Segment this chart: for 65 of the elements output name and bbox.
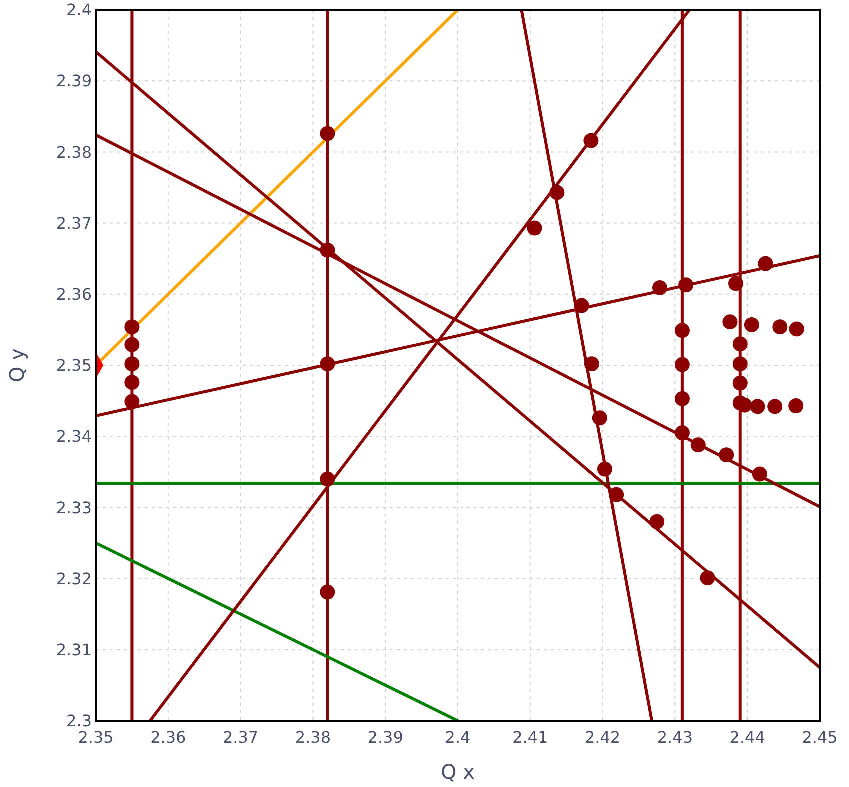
x-tick-label: 2.37 xyxy=(222,728,259,747)
point xyxy=(320,584,336,600)
point xyxy=(584,356,600,372)
y-tick-label: 2.37 xyxy=(56,214,92,233)
point xyxy=(752,466,768,482)
point xyxy=(674,426,690,441)
point xyxy=(320,242,336,258)
y-axis-title: Q y xyxy=(5,348,29,382)
point xyxy=(732,376,748,391)
point xyxy=(788,398,804,414)
point xyxy=(728,276,744,292)
point xyxy=(772,320,788,335)
point xyxy=(652,280,668,296)
y-tick-label: 2.36 xyxy=(56,285,92,304)
point xyxy=(789,322,804,337)
point xyxy=(768,399,783,414)
y-tick-label: 2.39 xyxy=(56,72,92,91)
point xyxy=(719,448,734,463)
x-tick-label: 2.43 xyxy=(657,728,694,747)
y-tick-label: 2.35 xyxy=(56,356,92,376)
point xyxy=(700,570,716,586)
point xyxy=(124,375,140,390)
x-tick-label: 2.39 xyxy=(368,728,404,747)
point xyxy=(650,514,665,530)
point xyxy=(674,391,690,406)
point xyxy=(744,317,760,332)
point xyxy=(674,323,690,338)
point xyxy=(609,487,624,502)
point xyxy=(320,356,336,372)
x-tick-label: 2.45 xyxy=(802,728,838,747)
point xyxy=(597,462,612,477)
y-tick-label: 2.3 xyxy=(66,712,92,731)
point xyxy=(124,394,140,410)
point xyxy=(124,356,140,372)
point xyxy=(674,357,690,372)
point xyxy=(690,438,706,453)
point xyxy=(320,472,336,487)
x-tick-label: 2.38 xyxy=(295,728,332,747)
point xyxy=(678,278,694,293)
point xyxy=(584,133,599,148)
y-tick-label: 2.32 xyxy=(56,569,92,588)
y-tick-label: 2.34 xyxy=(56,427,92,446)
x-tick-label: 2.42 xyxy=(584,728,621,747)
point xyxy=(722,314,738,330)
x-tick-label: 2.44 xyxy=(730,728,766,747)
point xyxy=(124,320,140,335)
point xyxy=(574,298,590,314)
point xyxy=(320,126,336,142)
x-tick-label: 2.36 xyxy=(150,728,186,747)
y-tick-label: 2.4 xyxy=(66,0,92,20)
point xyxy=(732,356,748,372)
point xyxy=(758,256,774,272)
y-tick-label: 2.33 xyxy=(56,498,92,518)
x-tick-label: 2.35 xyxy=(78,728,114,747)
point xyxy=(592,410,608,426)
point xyxy=(732,336,748,352)
x-tick-label: 2.41 xyxy=(512,728,548,747)
y-tick-label: 2.38 xyxy=(56,142,92,162)
x-tick-label: 2.4 xyxy=(445,728,471,747)
y-tick-label: 2.31 xyxy=(56,640,92,660)
point xyxy=(550,185,565,200)
point xyxy=(527,220,542,236)
x-axis-title: Q x xyxy=(441,760,476,784)
point xyxy=(750,399,766,414)
point xyxy=(124,337,140,352)
